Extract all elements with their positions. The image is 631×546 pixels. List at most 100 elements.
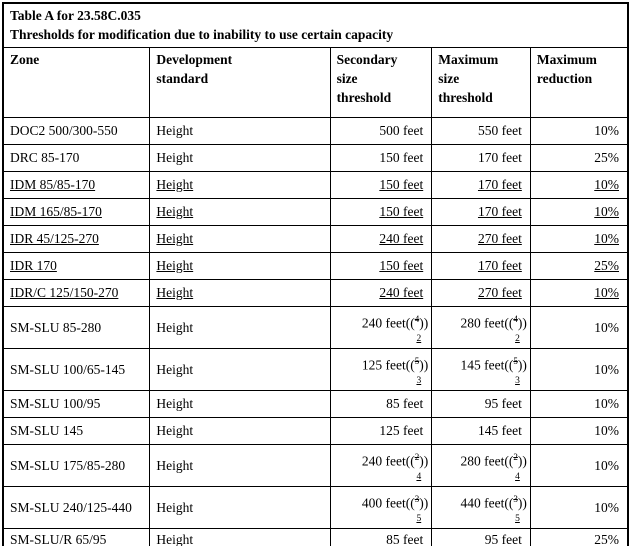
cell-zone: SM-SLU 240/125-440 [2, 486, 151, 529]
cell-maximum-size-threshold: 270 feet [431, 279, 531, 307]
cell-secondary-size-threshold: 500 feet [329, 117, 433, 145]
cell-development-standard: Height [149, 198, 331, 226]
cell-maximum-reduction: 10% [529, 390, 629, 418]
table-row: SM-SLU 100/95 Height 85 feet 95 feet 10% [2, 390, 629, 418]
cell-development-standard: Height [149, 528, 331, 546]
inserted-footnote-ref: 5 [515, 514, 520, 525]
inserted-footnote-ref: 4 [416, 472, 422, 483]
cell-secondary-size-threshold: 150 feet [329, 198, 433, 226]
cell-development-standard: Height [149, 390, 331, 418]
cell-zone: IDR 45/125-270 [2, 225, 151, 253]
inserted-footnote-line: 5 [331, 511, 428, 527]
table-row: DOC2 500/300-550 Height 500 feet 550 feet 10… [2, 117, 629, 145]
inserted-footnote-ref: 2 [416, 334, 422, 345]
threshold-value-with-footnote: 280 feet((2)) [460, 451, 527, 469]
cell-maximum-reduction: 25% [529, 144, 629, 172]
table-row: SM-SLU 175/85-280 Height 240 feet((2)) 4 280… [2, 444, 629, 487]
table-row: SM-SLU/R 65/95 Height 85 feet 95 feet 25% [2, 528, 629, 546]
cell-maximum-size-threshold: 280 feet((2)) 4 [431, 444, 531, 487]
cell-maximum-reduction: 25% [529, 252, 629, 280]
cell-zone: SM-SLU 100/65-145 [2, 348, 151, 391]
cell-development-standard: Height [149, 444, 331, 487]
inserted-footnote-ref: 2 [515, 334, 520, 345]
cell-zone: SM-SLU 175/85-280 [2, 444, 151, 487]
cell-secondary-size-threshold: 150 feet [329, 171, 433, 199]
cell-zone: DOC2 500/300-550 [2, 117, 151, 145]
cell-maximum-reduction: 10% [529, 306, 629, 349]
threshold-value-with-footnote: 145 feet((5)) [460, 355, 527, 373]
column-header-maximum-size-threshold: Maximum size threshold [431, 47, 531, 118]
inserted-footnote-ref: 3 [515, 376, 520, 387]
cell-secondary-size-threshold: 125 feet((5)) 3 [329, 348, 433, 391]
cell-maximum-size-threshold: 550 feet [431, 117, 531, 145]
cell-development-standard: Height [149, 486, 331, 529]
table-row: IDR 45/125-270 Height 240 feet 270 feet 10% [2, 225, 629, 253]
cell-maximum-reduction: 10% [529, 417, 629, 445]
cell-development-standard: Height [149, 348, 331, 391]
deleted-footnote-ref: 5 [414, 355, 420, 366]
cell-maximum-size-threshold: 95 feet [431, 390, 531, 418]
table-row: SM-SLU 85-280 Height 240 feet((4)) 2 280 fee… [2, 306, 629, 349]
deleted-footnote-ref: 2 [513, 451, 518, 462]
table-row: IDR 170 Height 150 feet 170 feet 25% [2, 252, 629, 280]
cell-maximum-size-threshold: 170 feet [431, 252, 531, 280]
column-header-maximum-reduction: Maximum reduction [529, 47, 629, 118]
cell-maximum-reduction: 10% [529, 225, 629, 253]
inserted-footnote-line: 3 [433, 373, 527, 389]
cell-maximum-size-threshold: 270 feet [431, 225, 531, 253]
cell-development-standard: Height [149, 144, 331, 172]
inserted-footnote-line: 3 [331, 373, 428, 389]
cell-maximum-size-threshold: 145 feet [431, 417, 531, 445]
threshold-value-with-footnote: 400 feet((3)) [361, 493, 429, 511]
table-row: DRC 85-170 Height 150 feet 170 feet 25% [2, 144, 629, 172]
cell-zone: SM-SLU 145 [2, 417, 151, 445]
threshold-value-with-footnote: 240 feet((4)) [361, 313, 429, 331]
inserted-footnote-ref: 4 [515, 472, 520, 483]
deleted-footnote-ref: 2 [414, 451, 420, 462]
cell-maximum-reduction: 10% [529, 171, 629, 199]
threshold-value-with-footnote: 240 feet((2)) [361, 451, 429, 469]
cell-secondary-size-threshold: 400 feet((3)) 5 [329, 486, 433, 529]
inserted-footnote-ref: 3 [416, 376, 422, 387]
cell-maximum-reduction: 10% [529, 279, 629, 307]
cell-zone: SM-SLU 100/95 [2, 390, 151, 418]
cell-zone: IDR/C 125/150-270 [2, 279, 151, 307]
table-row: IDR/C 125/150-270 Height 240 feet 270 feet 1… [2, 279, 629, 307]
cell-development-standard: Height [149, 171, 331, 199]
table-title-line1: Table A for 23.58C.035 [10, 8, 141, 23]
table-row: IDM 85/85-170 Height 150 feet 170 feet 10% [2, 171, 629, 199]
table-title-row: Table A for 23.58C.035 Thresholds for mo… [2, 2, 629, 48]
cell-zone: SM-SLU 85-280 [2, 306, 151, 349]
table-title-cell: Table A for 23.58C.035 Thresholds for mo… [2, 2, 629, 48]
deleted-footnote-ref: 4 [414, 313, 420, 324]
cell-secondary-size-threshold: 240 feet((4)) 2 [329, 306, 433, 349]
cell-development-standard: Height [149, 417, 331, 445]
cell-development-standard: Height [149, 252, 331, 280]
column-header-development-standard: Development standard [149, 47, 331, 118]
deleted-footnote-ref: 3 [513, 493, 518, 504]
cell-maximum-reduction: 10% [529, 198, 629, 226]
column-header-zone: Zone [2, 47, 151, 118]
deleted-footnote-ref: 3 [414, 493, 420, 504]
cell-maximum-size-threshold: 280 feet((4)) 2 [431, 306, 531, 349]
cell-secondary-size-threshold: 150 feet [329, 144, 433, 172]
inserted-footnote-ref: 5 [416, 514, 422, 525]
cell-maximum-reduction: 10% [529, 444, 629, 487]
cell-maximum-reduction: 10% [529, 348, 629, 391]
cell-maximum-size-threshold: 170 feet [431, 144, 531, 172]
cell-secondary-size-threshold: 240 feet((2)) 4 [329, 444, 433, 487]
cell-secondary-size-threshold: 125 feet [329, 417, 433, 445]
table-body: DOC2 500/300-550 Height 500 feet 550 feet 10… [2, 117, 629, 546]
cell-development-standard: Height [149, 279, 331, 307]
cell-zone: IDR 170 [2, 252, 151, 280]
cell-maximum-size-threshold: 170 feet [431, 198, 531, 226]
cell-secondary-size-threshold: 85 feet [329, 528, 433, 546]
cell-secondary-size-threshold: 85 feet [329, 390, 433, 418]
cell-maximum-size-threshold: 170 feet [431, 171, 531, 199]
table-row: SM-SLU 100/65-145 Height 125 feet((5)) 3 145… [2, 348, 629, 391]
deleted-footnote-ref: 5 [513, 355, 518, 366]
cell-secondary-size-threshold: 150 feet [329, 252, 433, 280]
inserted-footnote-line: 4 [331, 469, 428, 485]
threshold-value-with-footnote: 125 feet((5)) [361, 355, 429, 373]
